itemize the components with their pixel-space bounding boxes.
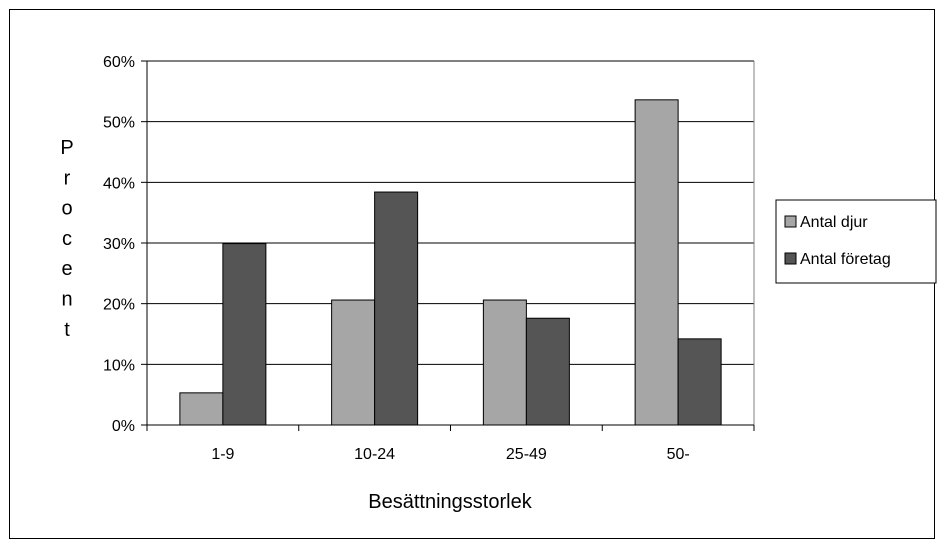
bar-antal-djur: [179, 392, 224, 426]
bar-antal-djur: [331, 299, 376, 426]
x-tick-label: 1-9: [211, 446, 234, 463]
x-axis-title: Besättningsstorlek: [368, 491, 532, 513]
legend: Antal djur Antal företag: [775, 199, 937, 284]
bar-antal-djur: [634, 99, 679, 426]
y-tick-label: 40%: [103, 175, 135, 192]
y-tick-label: 60%: [103, 54, 135, 71]
x-tick-label: 10-24: [354, 446, 395, 463]
legend-label: Antal företag: [800, 251, 891, 268]
x-tick-label: 25-49: [506, 446, 547, 463]
y-axis-title-letter: o: [61, 198, 72, 220]
legend-swatch: [784, 215, 797, 228]
y-axis-title-letter: P: [60, 137, 73, 159]
y-tick-label: 30%: [103, 236, 135, 253]
y-tick-label: 10%: [103, 357, 135, 374]
axes: [141, 60, 755, 431]
y-tick-labels: 0% 10% 20% 30% 40% 50% 60%: [103, 54, 135, 435]
y-tick-label: 50%: [103, 115, 135, 132]
y-axis-title-letter: c: [62, 228, 72, 250]
bar-antal-foretag: [525, 317, 570, 426]
legend-label: Antal djur: [800, 214, 868, 231]
y-tick-label: 0%: [112, 418, 135, 435]
y-tick-label: 20%: [103, 297, 135, 314]
bar-antal-foretag: [677, 338, 722, 426]
y-axis-title-letter: e: [61, 258, 72, 280]
x-tick-labels: 1-9 10-24 25-49 50-: [211, 446, 689, 463]
legend-box: [775, 199, 937, 284]
bars: [179, 99, 722, 426]
y-axis-title-letter: t: [64, 319, 70, 341]
bar-antal-foretag: [222, 243, 267, 426]
bar-antal-djur: [482, 299, 527, 426]
y-axis-title-letter: r: [64, 167, 71, 189]
bar-antal-foretag: [374, 191, 419, 426]
legend-swatch: [784, 252, 797, 265]
x-tick-label: 50-: [667, 446, 690, 463]
y-axis-title-letter: n: [61, 289, 72, 311]
